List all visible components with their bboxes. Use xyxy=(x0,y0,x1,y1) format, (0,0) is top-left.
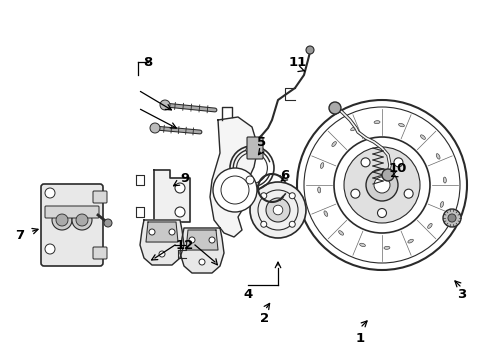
Circle shape xyxy=(343,147,419,223)
Circle shape xyxy=(104,219,112,227)
Circle shape xyxy=(442,209,460,227)
Circle shape xyxy=(377,208,386,217)
Circle shape xyxy=(265,198,289,222)
Ellipse shape xyxy=(439,202,443,207)
Text: 12: 12 xyxy=(176,239,194,252)
Circle shape xyxy=(260,193,266,199)
FancyBboxPatch shape xyxy=(246,137,263,159)
Circle shape xyxy=(350,189,359,198)
Circle shape xyxy=(447,214,455,222)
Circle shape xyxy=(208,237,215,243)
Circle shape xyxy=(149,229,155,235)
Circle shape xyxy=(260,221,266,227)
Circle shape xyxy=(189,237,195,243)
Circle shape xyxy=(393,158,402,167)
Text: 4: 4 xyxy=(243,288,252,302)
Circle shape xyxy=(289,193,295,199)
Circle shape xyxy=(56,214,68,226)
Polygon shape xyxy=(154,170,190,230)
Ellipse shape xyxy=(350,127,355,131)
Ellipse shape xyxy=(435,154,439,159)
Ellipse shape xyxy=(443,177,446,183)
Circle shape xyxy=(381,169,393,181)
Text: 3: 3 xyxy=(456,288,466,302)
Text: 1: 1 xyxy=(355,332,364,345)
Text: 10: 10 xyxy=(388,162,407,175)
Circle shape xyxy=(150,123,160,133)
Circle shape xyxy=(52,210,72,230)
Polygon shape xyxy=(180,228,224,273)
FancyBboxPatch shape xyxy=(45,206,99,218)
Ellipse shape xyxy=(373,121,379,124)
Text: 7: 7 xyxy=(16,229,24,242)
Circle shape xyxy=(159,251,164,257)
Text: 11: 11 xyxy=(288,55,306,68)
Circle shape xyxy=(360,158,369,167)
Ellipse shape xyxy=(338,231,343,235)
Circle shape xyxy=(273,205,282,215)
Text: 6: 6 xyxy=(280,168,289,181)
Ellipse shape xyxy=(323,211,327,216)
Circle shape xyxy=(365,169,397,201)
Ellipse shape xyxy=(427,224,431,228)
Circle shape xyxy=(169,229,175,235)
FancyBboxPatch shape xyxy=(93,191,107,203)
Ellipse shape xyxy=(420,135,425,139)
Circle shape xyxy=(199,259,204,265)
Circle shape xyxy=(175,183,184,193)
Circle shape xyxy=(160,100,170,110)
Circle shape xyxy=(175,207,184,217)
Text: 8: 8 xyxy=(143,55,152,68)
Circle shape xyxy=(328,102,340,114)
Circle shape xyxy=(213,168,257,212)
Circle shape xyxy=(249,182,305,238)
Circle shape xyxy=(45,188,55,198)
Text: 2: 2 xyxy=(260,311,269,324)
Ellipse shape xyxy=(383,246,389,249)
Polygon shape xyxy=(146,222,178,242)
FancyBboxPatch shape xyxy=(93,247,107,259)
Polygon shape xyxy=(185,230,218,250)
Ellipse shape xyxy=(359,243,365,247)
Circle shape xyxy=(76,214,88,226)
Ellipse shape xyxy=(320,163,323,168)
Circle shape xyxy=(245,146,253,154)
Circle shape xyxy=(373,177,389,193)
Circle shape xyxy=(403,189,412,198)
Circle shape xyxy=(72,210,92,230)
Ellipse shape xyxy=(407,239,412,243)
Ellipse shape xyxy=(317,187,320,193)
Text: 9: 9 xyxy=(180,171,189,185)
Circle shape xyxy=(289,221,295,227)
Ellipse shape xyxy=(331,141,336,147)
Circle shape xyxy=(245,176,253,184)
Text: 5: 5 xyxy=(257,135,266,149)
Circle shape xyxy=(45,244,55,254)
Polygon shape xyxy=(140,220,183,265)
Ellipse shape xyxy=(398,123,404,127)
Polygon shape xyxy=(209,117,258,237)
Circle shape xyxy=(305,46,313,54)
FancyBboxPatch shape xyxy=(41,184,103,266)
